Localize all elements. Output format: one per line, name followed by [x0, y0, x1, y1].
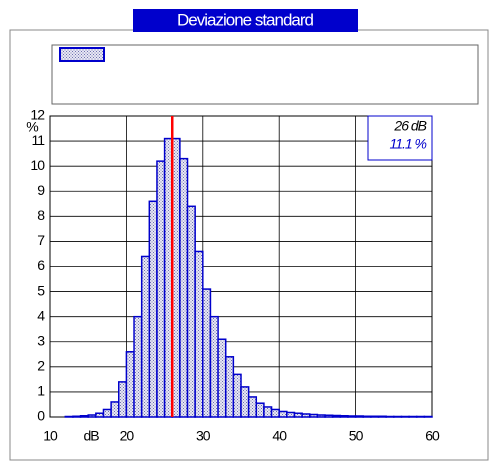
- bar: [255, 402, 265, 418]
- y-tick-label: 1: [37, 383, 45, 399]
- bar: [87, 414, 97, 418]
- legend-swatch: [59, 47, 105, 62]
- bar: [202, 288, 212, 418]
- y-tick-label: 9: [37, 182, 45, 198]
- bar: [102, 408, 112, 418]
- bar: [156, 160, 166, 418]
- bar: [393, 415, 403, 418]
- y-tick-label: 6: [37, 257, 45, 273]
- bar: [194, 250, 204, 418]
- bar: [186, 205, 196, 418]
- bar: [347, 415, 357, 418]
- bar: [209, 315, 219, 418]
- y-axis-label: %: [26, 119, 38, 135]
- x-tick-label: 30: [196, 428, 211, 444]
- legend-box: [51, 44, 479, 105]
- y-tick-label: 7: [37, 232, 45, 248]
- y-tick-label: 4: [37, 307, 45, 323]
- y-tick-label: 10: [30, 157, 45, 173]
- y-tick-label: 0: [37, 408, 45, 424]
- bar: [140, 255, 151, 418]
- bar: [354, 415, 364, 418]
- bar: [263, 406, 273, 418]
- chart-title: Deviazione standard: [177, 10, 314, 29]
- bar: [240, 386, 250, 418]
- bar: [95, 412, 105, 418]
- bar: [316, 414, 326, 418]
- bar: [247, 396, 258, 418]
- bar: [148, 200, 158, 418]
- bar: [217, 338, 227, 418]
- x-tick-label: 50: [349, 428, 364, 444]
- bar: [125, 351, 135, 418]
- bar: [400, 415, 410, 418]
- title-box: [133, 9, 358, 32]
- x-tick-label: 40: [272, 428, 287, 444]
- marker-label: 26 dB: [393, 118, 426, 134]
- bar: [293, 412, 303, 418]
- bar: [339, 414, 349, 418]
- bar: [79, 414, 89, 418]
- bar: [179, 157, 189, 418]
- bar: [64, 415, 74, 418]
- x-tick-label: 60: [425, 428, 440, 444]
- bar: [278, 410, 288, 418]
- bar: [118, 381, 128, 418]
- y-tick-label: 5: [37, 282, 45, 298]
- bar: [331, 414, 342, 418]
- bar: [286, 411, 296, 418]
- bar: [362, 415, 372, 418]
- bar: [270, 408, 280, 418]
- x-axis-label: dB: [83, 428, 99, 444]
- bar: [370, 415, 380, 418]
- bar: [309, 413, 319, 418]
- bar: [301, 413, 311, 418]
- bar: [133, 315, 143, 418]
- bar: [408, 415, 418, 418]
- y-tick-label: 2: [37, 358, 45, 374]
- y-tick-label: 3: [37, 332, 45, 348]
- bar: [423, 415, 433, 418]
- marker-box: [367, 115, 433, 161]
- x-tick-label: 20: [120, 428, 135, 444]
- bar: [224, 356, 235, 418]
- bar: [324, 414, 334, 418]
- bar: [72, 415, 82, 418]
- y-tick-label: 8: [37, 207, 45, 223]
- y-tick-label: 11: [31, 132, 45, 148]
- bar: [385, 415, 395, 418]
- bar: [415, 415, 426, 418]
- y-tick-label: 12: [30, 107, 45, 123]
- x-tick-label: 10: [43, 428, 58, 444]
- bar: [110, 401, 120, 418]
- bar: [377, 415, 387, 418]
- marker-value: 11.1 %: [389, 136, 426, 152]
- bar: [232, 373, 242, 418]
